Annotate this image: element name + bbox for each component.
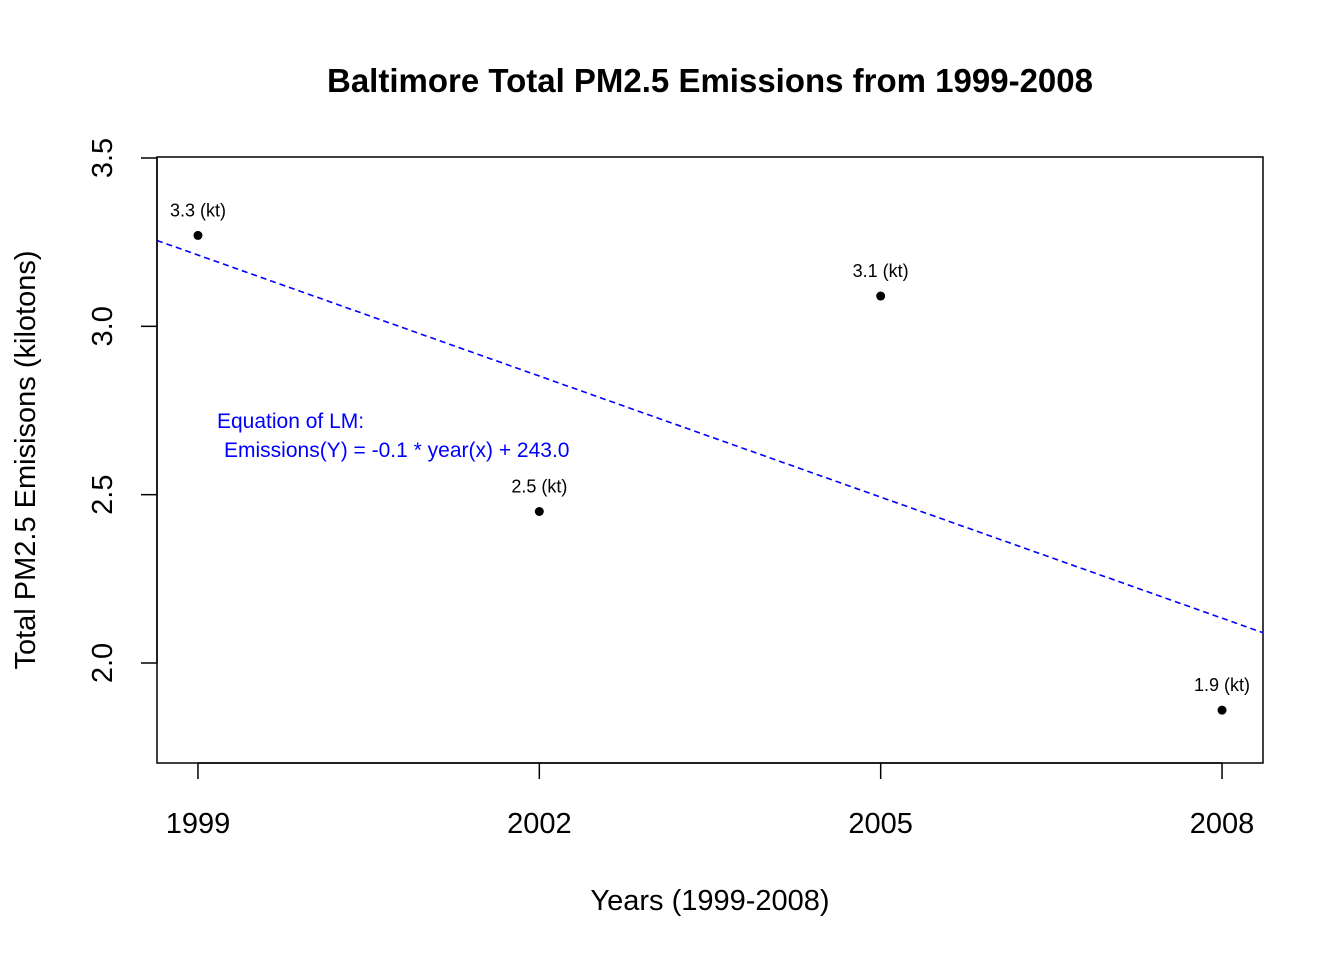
data-point bbox=[1217, 705, 1227, 715]
data-points: 3.3 (kt) 2.5 (kt) 3.1 (kt) 1.9 (kt) bbox=[170, 200, 1250, 715]
data-label: 1.9 (kt) bbox=[1194, 675, 1250, 695]
lm-equation-line1: Equation of LM: bbox=[217, 410, 364, 433]
data-point bbox=[193, 230, 203, 240]
regression-line bbox=[156, 239, 1264, 634]
data-label: 3.1 (kt) bbox=[853, 261, 909, 281]
x-tick-label: 2008 bbox=[1190, 808, 1255, 840]
y-tick-label: 3.5 bbox=[87, 138, 119, 178]
y-axis: 2.0 2.5 3.0 3.5 bbox=[87, 138, 158, 683]
y-tick-label: 2.0 bbox=[87, 643, 119, 683]
data-label: 3.3 (kt) bbox=[170, 200, 226, 220]
data-point bbox=[876, 291, 886, 301]
y-axis-label: Total PM2.5 Emisisons (kilotons) bbox=[10, 250, 42, 669]
x-tick-label: 1999 bbox=[166, 808, 231, 840]
lm-equation-line2: Emissions(Y) = -0.1 * year(x) + 243.0 bbox=[224, 439, 569, 462]
data-point bbox=[534, 507, 544, 516]
x-tick-label: 2005 bbox=[848, 808, 913, 840]
x-tick-label: 2002 bbox=[507, 808, 572, 840]
x-axis-label: Years (1999-2008) bbox=[590, 885, 829, 917]
chart-title: Baltimore Total PM2.5 Emissions from 199… bbox=[327, 62, 1093, 99]
regression-line-group bbox=[156, 239, 1264, 634]
data-label: 2.5 (kt) bbox=[511, 477, 567, 497]
y-tick-label: 2.5 bbox=[87, 475, 119, 515]
y-tick-label: 3.0 bbox=[87, 306, 119, 346]
x-axis: 1999 2002 2005 2008 bbox=[166, 762, 1255, 840]
